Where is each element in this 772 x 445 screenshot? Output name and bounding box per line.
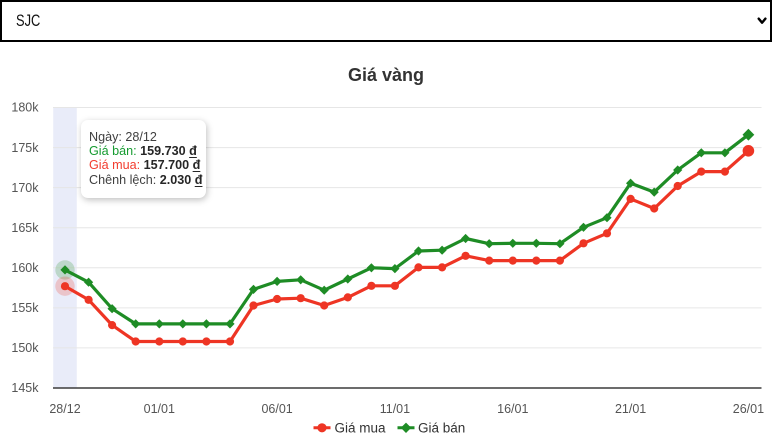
svg-text:16/01: 16/01	[497, 402, 528, 416]
svg-text:170k: 170k	[11, 181, 39, 195]
svg-text:01/01: 01/01	[144, 402, 175, 416]
svg-text:150k: 150k	[11, 341, 39, 355]
svg-text:160k: 160k	[11, 261, 39, 275]
svg-text:06/01: 06/01	[261, 402, 292, 416]
svg-text:175k: 175k	[11, 141, 39, 155]
svg-text:28/12: 28/12	[49, 402, 80, 416]
svg-text:Giá mua: Giá mua	[335, 420, 387, 435]
svg-text:165k: 165k	[11, 221, 39, 235]
svg-text:Giá bán: Giá bán	[418, 420, 465, 435]
svg-text:26/01: 26/01	[733, 402, 764, 416]
svg-text:21/01: 21/01	[615, 402, 646, 416]
svg-text:155k: 155k	[11, 301, 39, 315]
svg-text:11/01: 11/01	[380, 402, 410, 416]
svg-text:180k: 180k	[11, 101, 39, 115]
svg-text:145k: 145k	[11, 381, 39, 395]
